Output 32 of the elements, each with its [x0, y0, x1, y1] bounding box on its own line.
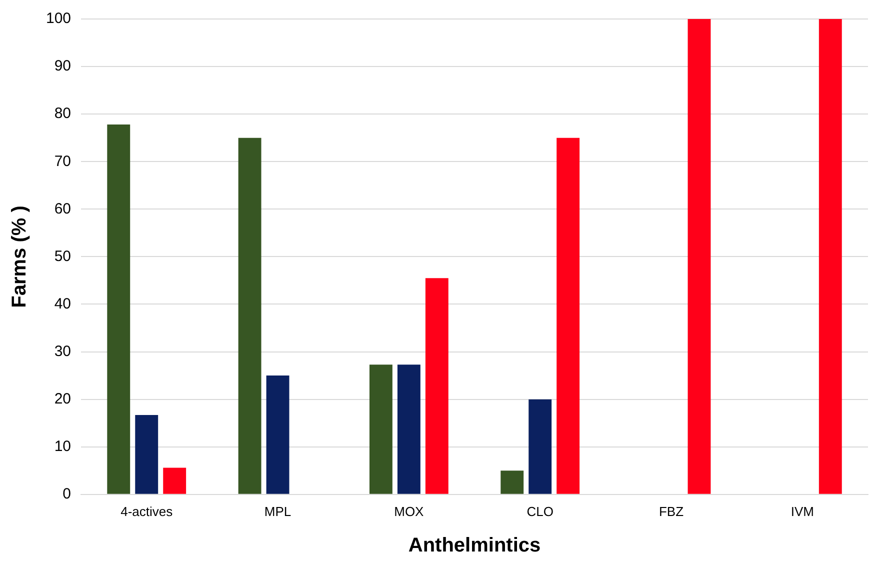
bar — [135, 415, 158, 494]
bar — [818, 19, 842, 494]
bar — [500, 470, 524, 494]
y-tick-label: 20 — [54, 390, 72, 408]
bar — [556, 138, 580, 494]
y-tick-label: 50 — [54, 248, 72, 265]
bar — [107, 124, 130, 494]
bar — [688, 19, 711, 494]
bar — [238, 138, 262, 494]
bar — [266, 376, 290, 494]
y-tick-label: 100 — [46, 10, 72, 28]
x-tick-label: MOX — [394, 504, 424, 519]
x-tick-label: 4-actives — [120, 504, 174, 519]
x-tick-label: MPL — [264, 504, 292, 519]
y-tick-label: 40 — [54, 295, 72, 312]
bar — [397, 364, 420, 494]
bar — [425, 278, 448, 494]
y-axis-title: Farms (% ) — [8, 206, 31, 308]
y-tick-label: 0 — [62, 486, 72, 503]
x-tick-label: FBZ — [658, 504, 684, 519]
x-tick-label: IVM — [790, 504, 814, 519]
bar — [369, 364, 392, 494]
bar — [163, 468, 186, 494]
y-tick-label: 10 — [54, 438, 72, 455]
y-tick-label: 90 — [54, 58, 72, 75]
bar — [528, 399, 552, 494]
y-tick-label: 70 — [54, 152, 72, 170]
x-tick-label: CLO — [526, 504, 554, 519]
y-tick-label: 30 — [54, 342, 72, 360]
y-tick-label: 80 — [54, 105, 72, 122]
y-tick-label: 60 — [54, 200, 72, 218]
x-axis-title: Anthelmintics — [408, 534, 541, 557]
